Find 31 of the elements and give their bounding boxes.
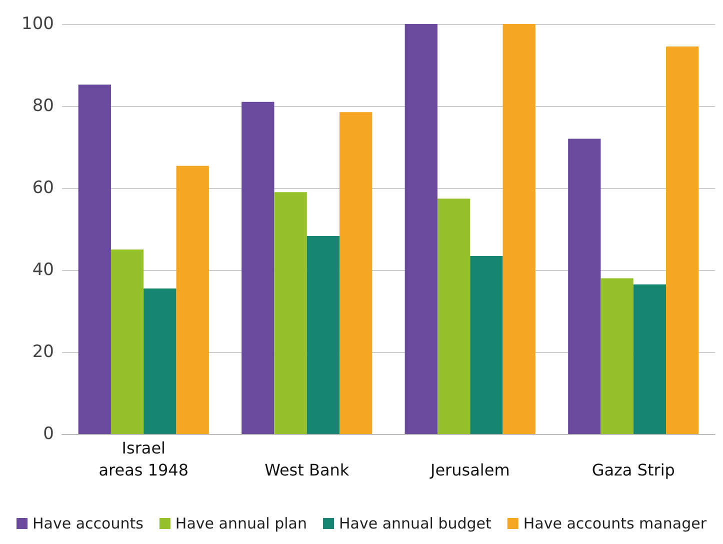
y-tick-label: 20 — [32, 342, 54, 362]
y-tick-label: 100 — [22, 14, 54, 34]
bar — [502, 24, 536, 434]
bar — [600, 278, 634, 434]
x-tick-label: areas 1948 — [98, 460, 189, 480]
legend-label: Have annual budget — [339, 514, 492, 532]
bar — [633, 284, 666, 434]
y-tick-label: 80 — [32, 96, 54, 116]
x-tick-label: Gaza Strip — [592, 460, 675, 480]
text: Israel — [122, 438, 166, 458]
bar — [568, 138, 601, 434]
bar — [437, 198, 470, 434]
bar — [78, 84, 111, 434]
bar — [274, 192, 307, 434]
x-tick-label: West Bank — [264, 460, 350, 480]
bar — [306, 236, 340, 434]
y-tick-label: 0 — [43, 424, 54, 444]
y-tick-label: 40 — [32, 260, 54, 280]
y-tick-label: 60 — [32, 178, 54, 198]
legend-label: Have accounts — [32, 514, 144, 532]
bar — [144, 288, 176, 434]
x-tick-label: Jerusalem — [429, 460, 510, 480]
bar — [404, 24, 438, 434]
bar — [340, 112, 372, 434]
bar — [110, 250, 144, 434]
bar — [176, 166, 209, 434]
bar — [470, 256, 503, 434]
bar — [242, 102, 274, 434]
bar — [666, 46, 699, 434]
legend-label: Have accounts manager — [523, 514, 708, 532]
legend-label: Have annual plan — [175, 514, 308, 532]
